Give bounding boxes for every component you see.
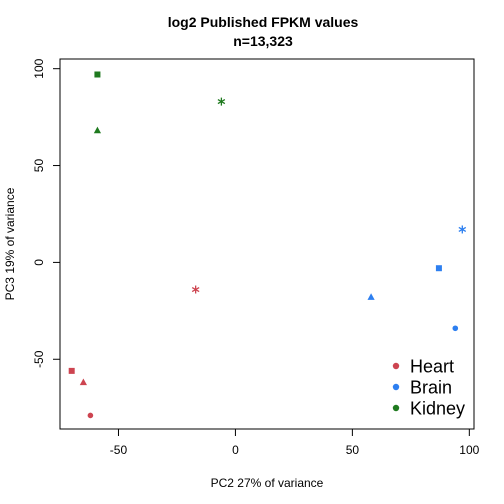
data-points xyxy=(68,71,467,419)
plot-frame xyxy=(59,58,475,430)
legend-swatch-kidney xyxy=(392,404,400,412)
legend-swatch-brain xyxy=(392,383,400,391)
y-axis: -50 0 50 100 xyxy=(32,58,60,368)
y-tick-label: -50 xyxy=(32,350,46,368)
legend-label-kidney: Kidney xyxy=(410,399,465,419)
chart-subtitle: n=13,323 xyxy=(233,33,293,49)
legend-label-heart: Heart xyxy=(410,357,454,377)
legend-swatch-heart xyxy=(392,362,400,370)
data-point-brain-square xyxy=(435,265,442,272)
data-point-kidney-triangle xyxy=(93,126,102,134)
data-point-kidney-square xyxy=(94,71,101,78)
y-axis-label: PC3 19% of variance xyxy=(3,187,17,300)
data-point-heart-asterisk xyxy=(191,285,200,294)
data-point-heart-triangle xyxy=(79,378,87,386)
y-tick-label: 100 xyxy=(32,58,46,78)
x-tick-label: 50 xyxy=(346,443,360,457)
x-tick-label: -50 xyxy=(110,443,128,457)
x-axis-label: PC2 27% of variance xyxy=(211,476,324,490)
chart-title: log2 Published FPKM values xyxy=(168,14,359,30)
x-tick-label: 100 xyxy=(459,443,479,457)
data-point-brain-asterisk xyxy=(458,225,467,234)
data-point-brain-triangle xyxy=(367,293,375,300)
x-axis: -50 0 50 100 xyxy=(110,429,480,457)
x-tick-label: 0 xyxy=(232,443,239,457)
y-tick-label: 0 xyxy=(32,259,46,266)
data-point-kidney-asterisk xyxy=(217,97,226,106)
y-tick-label: 50 xyxy=(32,159,46,173)
data-point-brain-circle xyxy=(452,325,459,332)
legend-label-brain: Brain xyxy=(410,378,452,398)
data-point-heart-square xyxy=(68,367,75,374)
data-point-heart-circle xyxy=(87,412,94,419)
